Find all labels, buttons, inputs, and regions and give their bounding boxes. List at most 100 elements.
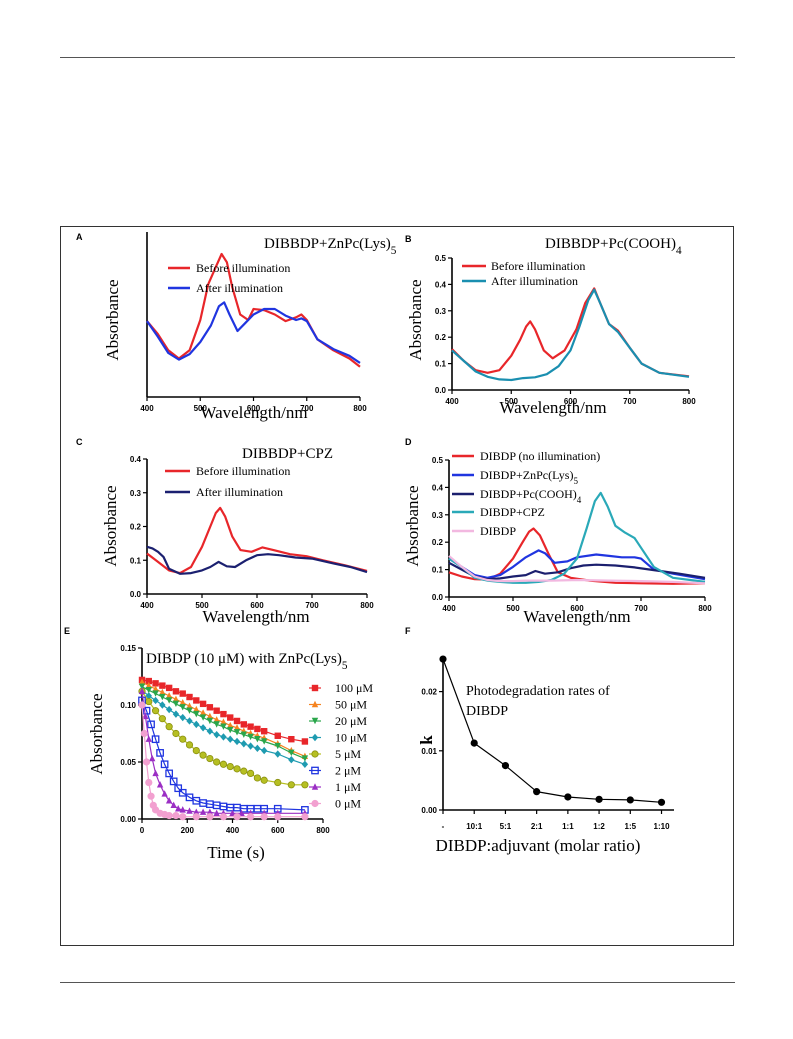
series-0-m <box>138 701 309 821</box>
data-point <box>169 777 178 786</box>
data-point <box>233 724 241 731</box>
data-point <box>186 707 193 714</box>
data-point <box>179 806 186 813</box>
data-point <box>206 808 214 815</box>
data-point <box>165 811 173 820</box>
y-tick-label: 0.00 <box>421 806 437 815</box>
x-axis-title: Time (s) <box>207 843 264 862</box>
x-tick-label: 700 <box>623 397 637 406</box>
chart-panel-d: D 400 500 600 700 800 0.0 0.1 0.2 0.3 0.4 0.5 Wavele… <box>403 437 712 626</box>
data-point <box>186 807 193 814</box>
data-point <box>151 735 160 744</box>
legend-label: Before illumination <box>196 261 290 275</box>
x-tick-label: 1:1 <box>562 822 574 831</box>
series-line <box>451 287 690 378</box>
x-tick-label: 600 <box>250 601 264 610</box>
data-point <box>165 697 173 704</box>
data-point <box>213 707 220 714</box>
data-point <box>145 735 152 742</box>
data-point <box>159 682 166 689</box>
data-point <box>260 738 268 745</box>
y-tick-label: 0.0 <box>435 386 447 395</box>
panel-label: A <box>76 232 83 242</box>
x-tick-label: 800 <box>698 604 712 613</box>
data-point <box>193 720 200 729</box>
series-after-illumination <box>146 545 368 575</box>
legend-label: Before illumination <box>196 464 290 478</box>
legend-label: DIBDP <box>480 524 516 538</box>
data-point <box>288 736 295 743</box>
data-point <box>260 776 268 784</box>
series-5-m <box>138 687 309 789</box>
x-axis-title: Wavelength/nm <box>200 403 307 422</box>
y-tick-label: 0.4 <box>435 280 447 289</box>
data-point <box>253 774 261 782</box>
x-tick-label: 800 <box>353 404 367 413</box>
chart-title: DIBBDP+Pc(COOH)4 <box>545 236 682 257</box>
data-point <box>247 813 255 821</box>
data-point <box>533 788 541 796</box>
data-point <box>193 697 200 704</box>
data-point <box>138 687 146 695</box>
chart-panel-f: F - 10:1 5:1 2:1 1:1 1:2 1:5 1:10 0.00 0.01 0.02 DIB… <box>405 626 674 855</box>
data-point <box>193 705 200 713</box>
data-point <box>179 713 186 722</box>
footer-rule <box>60 982 735 983</box>
data-point <box>145 692 152 700</box>
data-point <box>220 723 227 730</box>
data-point <box>213 721 220 728</box>
legend-label: After illumination <box>196 485 283 499</box>
data-point <box>227 714 234 721</box>
data-point <box>254 736 261 743</box>
data-point <box>186 702 193 709</box>
data-point <box>193 710 200 718</box>
data-point <box>186 717 193 725</box>
chart-annotation: Photodegradation rates of <box>466 684 610 699</box>
data-point <box>247 723 254 730</box>
data-point <box>274 813 282 821</box>
x-tick-label: 500 <box>506 604 520 613</box>
y-tick-label: 0.2 <box>435 333 447 342</box>
data-point <box>186 693 193 701</box>
data-point <box>142 712 149 720</box>
data-point <box>179 699 186 706</box>
x-tick-label: 700 <box>305 601 319 610</box>
data-point <box>145 677 152 685</box>
y-tick-label: 0.5 <box>435 254 447 263</box>
data-point <box>287 781 295 789</box>
series-after-illumination <box>146 301 361 364</box>
data-point <box>219 813 228 821</box>
series-line <box>146 545 368 575</box>
legend-label: After illumination <box>491 274 578 288</box>
header-rule <box>60 57 735 58</box>
y-axis-title: Absorbance <box>87 693 106 774</box>
y-tick-label: 0.3 <box>130 489 142 498</box>
data-point <box>199 724 207 732</box>
x-tick-label: 400 <box>140 404 154 413</box>
y-tick-label: 0.02 <box>421 688 437 697</box>
y-tick-label: 0.1 <box>435 360 447 369</box>
series-line <box>141 689 306 765</box>
data-point <box>254 744 261 753</box>
data-point <box>564 793 572 801</box>
chart-panel-a: A 400 500 600 700 800 Wavelength/nm Absorbance D… <box>76 232 397 422</box>
data-point <box>220 733 227 741</box>
legend-label: 5 μM <box>335 747 361 761</box>
series-line <box>448 555 706 585</box>
x-tick-label: 2:1 <box>531 822 543 831</box>
legend-label: 20 μM <box>335 714 367 728</box>
chart-panel-c: C 400 500 600 700 800 0.0 0.1 0.2 0.3 0.4 Wavelengt… <box>76 437 374 626</box>
series-before-illumination <box>451 287 690 378</box>
legend-marker <box>311 783 319 790</box>
x-tick-label: 500 <box>505 397 519 406</box>
series-line <box>141 681 306 757</box>
data-point <box>151 707 160 715</box>
legend-label: DIBDP+CPZ <box>480 505 545 519</box>
x-tick-label: 500 <box>195 601 209 610</box>
data-point <box>140 729 148 738</box>
data-point <box>199 700 207 708</box>
data-point <box>227 735 234 743</box>
data-point <box>165 692 173 699</box>
data-point <box>152 680 159 687</box>
panel-label: C <box>76 437 83 447</box>
